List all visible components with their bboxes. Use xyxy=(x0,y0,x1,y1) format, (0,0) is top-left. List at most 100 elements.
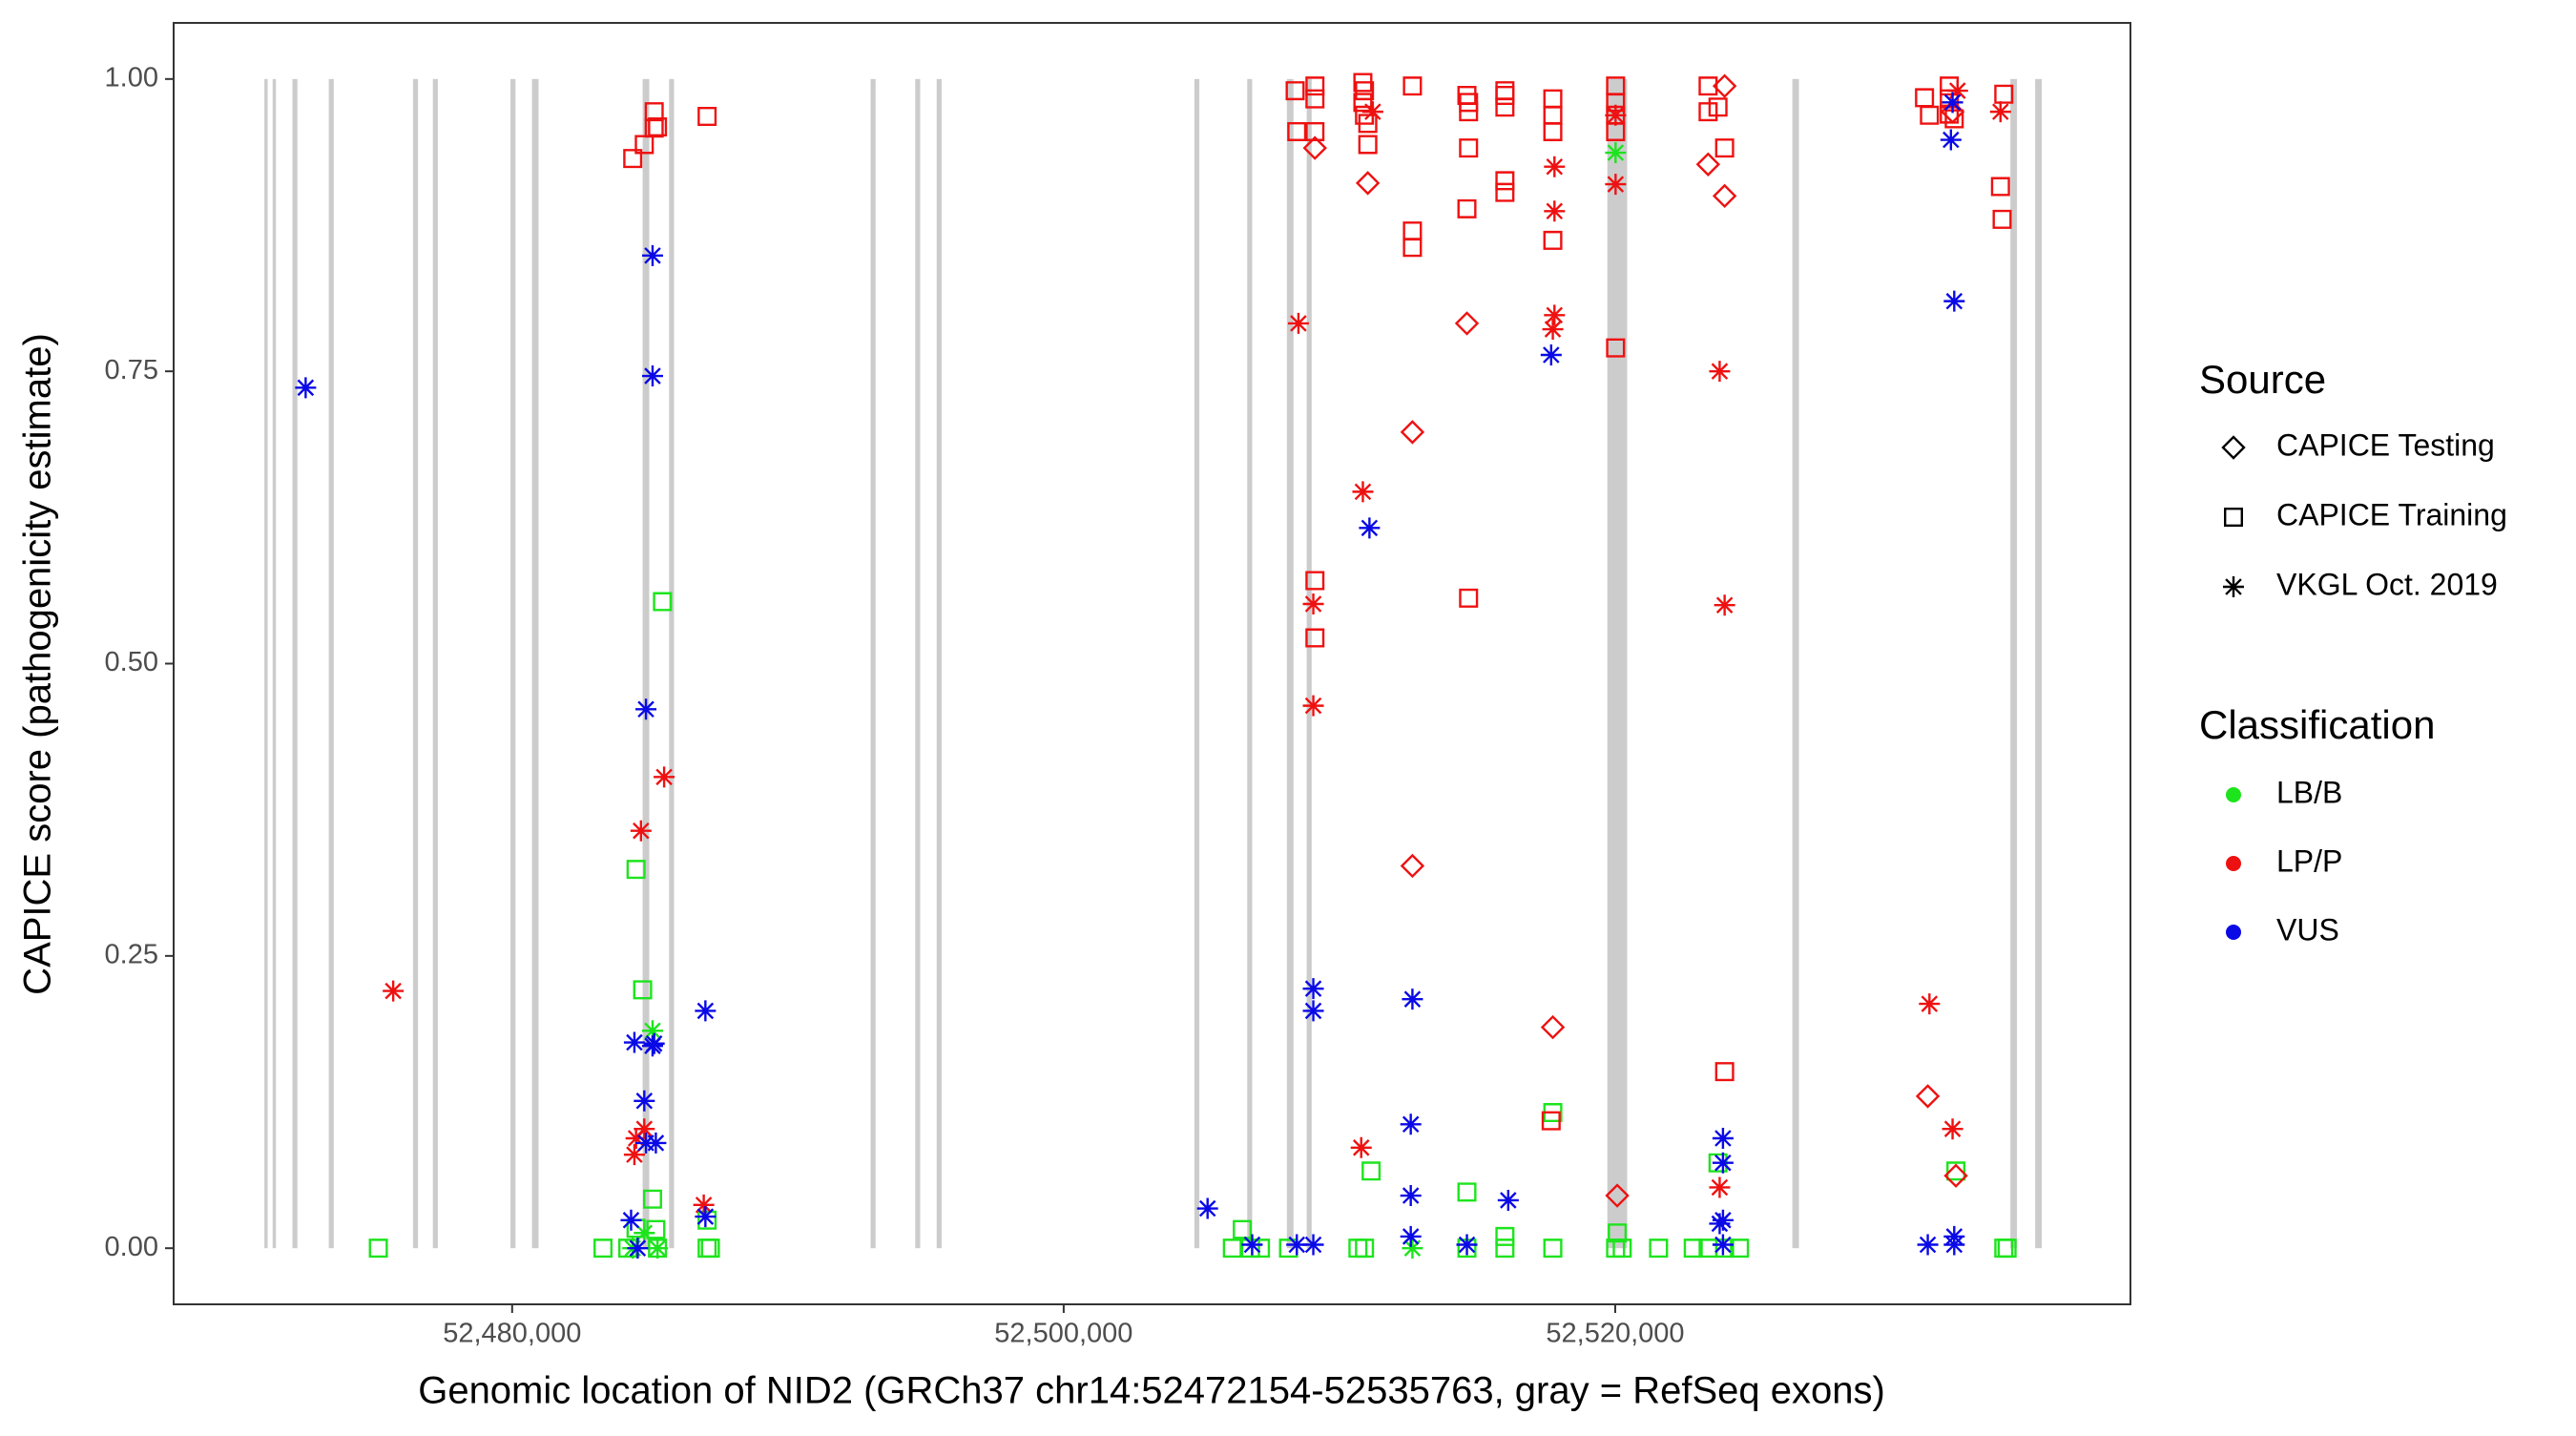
point xyxy=(1456,1234,1478,1256)
point xyxy=(1915,88,1935,108)
point xyxy=(647,1238,669,1259)
exons xyxy=(264,78,2043,1249)
exon-band xyxy=(412,78,419,1249)
point xyxy=(648,117,668,137)
point xyxy=(623,1031,645,1053)
point xyxy=(1400,1225,1422,1247)
point xyxy=(1495,1226,1515,1246)
legend-label: LP/P xyxy=(2276,843,2342,878)
y-tick-label: 1.00 xyxy=(105,62,158,93)
point xyxy=(1698,102,1718,122)
exon-band xyxy=(669,78,675,1249)
x-tick-label: 52,520,000 xyxy=(1546,1319,1684,1349)
point xyxy=(1457,1238,1477,1259)
point xyxy=(1402,1238,1423,1259)
point xyxy=(1287,121,1307,141)
point xyxy=(1361,1161,1381,1181)
legend-symbol xyxy=(2226,787,2241,802)
point xyxy=(1543,1103,1563,1123)
point xyxy=(1305,89,1325,109)
point xyxy=(1606,121,1626,141)
point xyxy=(1359,517,1381,539)
point xyxy=(1605,174,1627,196)
legend-title: Classification xyxy=(2199,702,2435,747)
point xyxy=(627,1238,649,1259)
point xyxy=(1400,853,1425,879)
point xyxy=(643,1032,665,1054)
point xyxy=(1241,1234,1263,1256)
point xyxy=(641,365,663,387)
legend-symbol xyxy=(2226,856,2241,871)
point xyxy=(1495,97,1515,117)
point xyxy=(1495,81,1515,101)
point xyxy=(697,107,717,127)
exon-band xyxy=(1607,78,1628,1249)
point xyxy=(1402,989,1423,1010)
point xyxy=(648,1238,668,1259)
point xyxy=(1605,104,1627,126)
point xyxy=(646,1219,666,1239)
point xyxy=(1943,290,1965,312)
point xyxy=(1695,152,1721,177)
point xyxy=(1459,588,1479,608)
legend-symbol xyxy=(2226,925,2241,940)
point xyxy=(1712,1234,1734,1256)
exon-band xyxy=(1792,78,1799,1249)
point xyxy=(1714,594,1735,616)
point xyxy=(1305,121,1325,141)
point xyxy=(383,980,405,1002)
exon-band xyxy=(915,78,921,1249)
point xyxy=(1302,1000,1324,1022)
point xyxy=(1355,171,1381,196)
point xyxy=(1608,1223,1628,1243)
point xyxy=(625,1128,647,1149)
exon-band xyxy=(510,78,516,1249)
exon-band xyxy=(1306,78,1312,1249)
point xyxy=(1348,1238,1368,1259)
point xyxy=(1544,304,1566,326)
point xyxy=(635,1132,657,1154)
x-tick-label: 52,500,000 xyxy=(994,1319,1132,1349)
point xyxy=(1712,73,1737,98)
exon-band xyxy=(432,78,438,1249)
point xyxy=(1495,171,1515,191)
point xyxy=(1946,80,1968,102)
point xyxy=(1352,481,1374,503)
point xyxy=(1305,628,1325,648)
point xyxy=(1544,156,1566,177)
y-tick-label: 0.00 xyxy=(105,1232,158,1262)
point xyxy=(1714,1062,1735,1082)
point xyxy=(1612,1238,1632,1259)
point xyxy=(1222,1238,1242,1259)
point xyxy=(653,592,673,612)
point xyxy=(1708,97,1728,117)
point xyxy=(1915,1084,1941,1109)
point xyxy=(1920,105,1940,125)
point xyxy=(1709,361,1731,383)
exon-band xyxy=(1286,78,1294,1249)
point xyxy=(1285,81,1305,101)
point xyxy=(623,1144,645,1166)
exon-band xyxy=(870,78,876,1249)
point xyxy=(1495,85,1515,105)
panel-border xyxy=(173,22,2131,1305)
y-tick-label: 0.75 xyxy=(105,355,158,385)
point xyxy=(1712,1152,1734,1174)
point xyxy=(1540,1014,1566,1040)
exon-band xyxy=(328,78,334,1249)
point xyxy=(635,698,657,720)
point xyxy=(1495,182,1515,202)
point xyxy=(1942,1118,1963,1140)
point xyxy=(620,1209,642,1231)
point xyxy=(644,118,664,138)
point xyxy=(1402,221,1423,241)
point xyxy=(695,1000,717,1022)
point xyxy=(1992,209,2012,229)
exon-band xyxy=(272,78,277,1249)
point xyxy=(1730,1238,1750,1259)
point xyxy=(1997,1238,2017,1259)
point xyxy=(617,1238,637,1259)
point xyxy=(1459,102,1479,122)
point xyxy=(634,1118,655,1140)
point xyxy=(634,1222,655,1244)
